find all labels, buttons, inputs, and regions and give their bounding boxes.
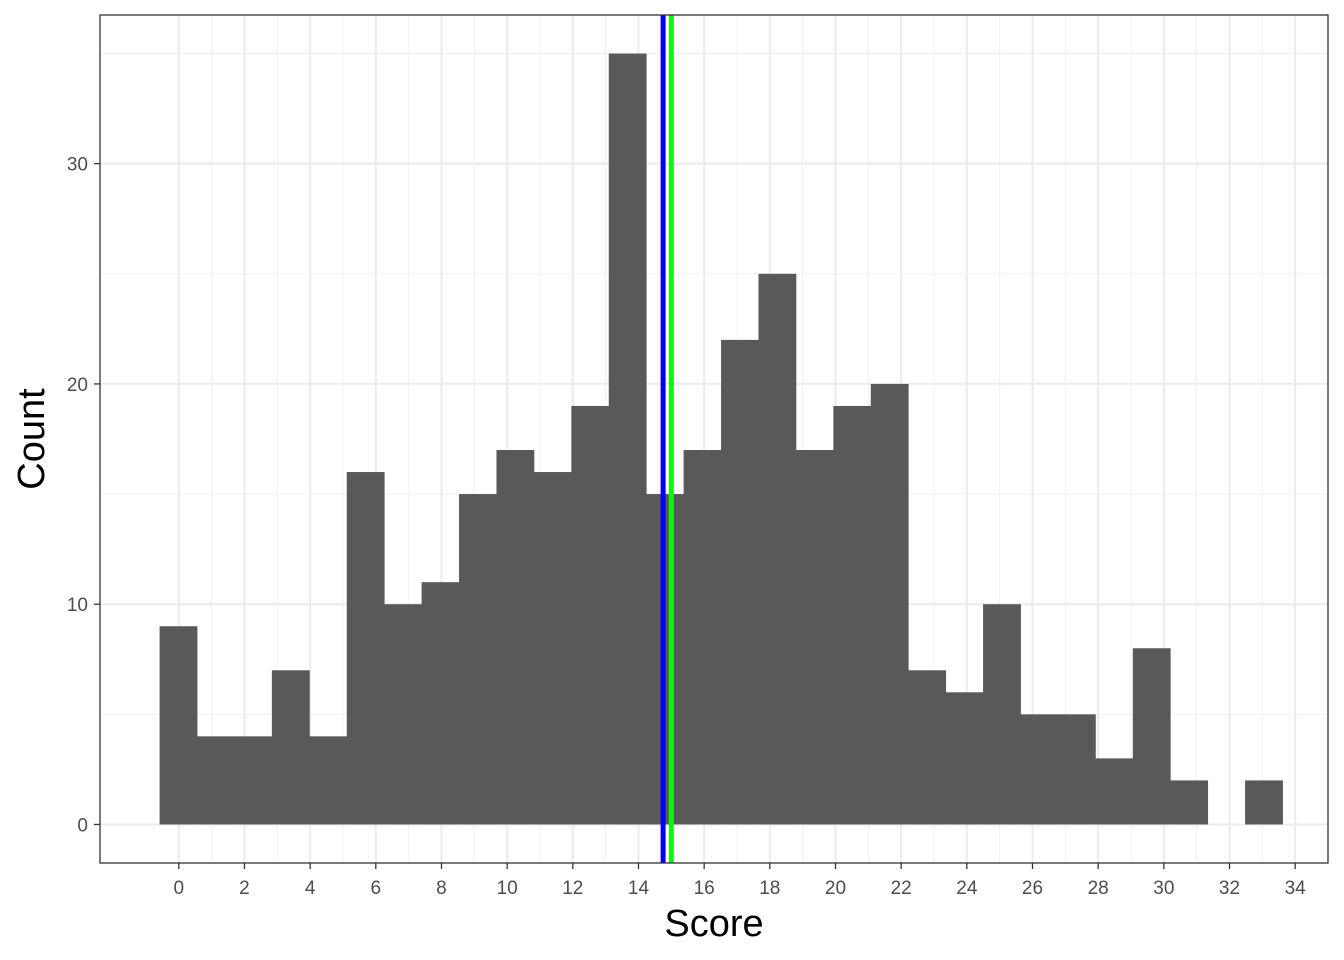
histogram-bar bbox=[1095, 758, 1134, 825]
histogram-bar bbox=[1057, 714, 1096, 825]
histogram-bar bbox=[496, 450, 535, 825]
histogram-bar bbox=[309, 736, 348, 825]
y-tick-label: 30 bbox=[67, 155, 88, 176]
histogram-bar bbox=[197, 736, 235, 825]
histogram-bar bbox=[159, 626, 198, 825]
histogram-bar bbox=[234, 736, 273, 825]
x-tick-label: 16 bbox=[694, 878, 715, 899]
histogram-bar bbox=[721, 339, 759, 825]
histogram-bar bbox=[1170, 780, 1209, 825]
x-axis-title: Score bbox=[664, 903, 763, 945]
x-tick-label: 32 bbox=[1219, 878, 1240, 899]
histogram-bar bbox=[533, 472, 572, 825]
histogram-bar bbox=[459, 494, 497, 825]
histogram-bar bbox=[908, 670, 947, 825]
histogram-bar bbox=[384, 604, 423, 825]
x-axis-ticks: 0 2 4 6 8 10 12 14 16 18 20 22 24 26 28 30 32 34 bbox=[174, 863, 1307, 899]
x-tick-label: 34 bbox=[1285, 878, 1307, 899]
histogram-bar bbox=[833, 405, 872, 825]
panel-border bbox=[99, 14, 1329, 864]
x-tick-label: 14 bbox=[628, 878, 650, 899]
histogram-bar bbox=[795, 450, 834, 825]
histogram-bar bbox=[983, 604, 1021, 825]
histogram-bar bbox=[758, 273, 797, 825]
x-tick-label: 24 bbox=[956, 878, 978, 899]
x-tick-label: 18 bbox=[759, 878, 780, 899]
y-tick-label: 0 bbox=[77, 815, 88, 836]
histogram-bar bbox=[1245, 780, 1283, 825]
histogram-bar bbox=[1132, 648, 1171, 825]
reference-lines bbox=[660, 15, 674, 863]
x-tick-label: 26 bbox=[1022, 878, 1043, 899]
x-tick-label: 4 bbox=[305, 878, 316, 899]
histogram-bar bbox=[271, 670, 310, 825]
x-tick-label: 20 bbox=[825, 878, 846, 899]
x-tick-label: 10 bbox=[497, 878, 518, 899]
histogram-bar bbox=[421, 582, 460, 825]
y-tick-label: 10 bbox=[67, 595, 88, 616]
histogram-bar bbox=[571, 405, 610, 825]
x-tick-label: 22 bbox=[891, 878, 912, 899]
x-tick-label: 8 bbox=[436, 878, 447, 899]
histogram-bar bbox=[1020, 714, 1059, 825]
x-tick-label: 12 bbox=[562, 878, 583, 899]
histogram-bar bbox=[870, 383, 909, 825]
histogram-bar bbox=[945, 692, 984, 825]
x-tick-label: 28 bbox=[1088, 878, 1109, 899]
histogram-bars bbox=[159, 53, 1283, 825]
y-axis-title: Count bbox=[11, 388, 53, 490]
y-axis-ticks: 0 10 20 30 bbox=[67, 155, 100, 836]
histogram-bar bbox=[683, 450, 722, 825]
x-tick-label: 30 bbox=[1153, 878, 1174, 899]
y-tick-label: 20 bbox=[67, 375, 88, 396]
histogram-bar bbox=[608, 53, 647, 825]
histogram-bar bbox=[346, 472, 385, 825]
x-tick-label: 0 bbox=[174, 878, 185, 899]
x-tick-label: 2 bbox=[239, 878, 250, 899]
x-tick-label: 6 bbox=[371, 878, 382, 899]
